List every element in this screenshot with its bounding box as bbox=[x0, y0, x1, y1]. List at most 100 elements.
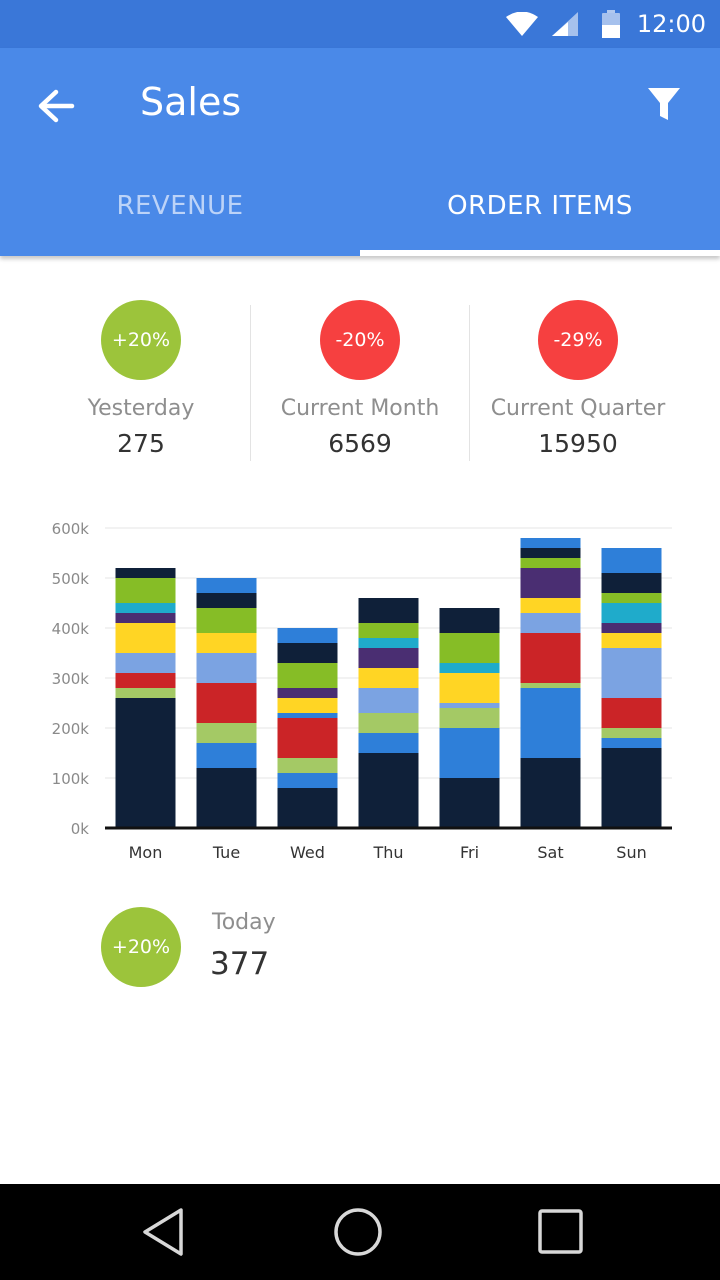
bar-segment bbox=[601, 738, 662, 748]
bar-segment bbox=[520, 598, 581, 613]
bar-segment bbox=[601, 748, 662, 828]
x-tick-label: Mon bbox=[129, 843, 163, 862]
stat-value: 6569 bbox=[328, 429, 392, 458]
bar-segment bbox=[358, 688, 419, 713]
filter-icon[interactable] bbox=[640, 82, 688, 126]
bar-segment bbox=[520, 683, 581, 688]
bar-segment bbox=[601, 648, 662, 698]
bar-segment bbox=[196, 593, 257, 608]
bar-segment bbox=[439, 703, 500, 708]
signal-icon bbox=[552, 12, 578, 36]
x-tick-label: Sat bbox=[537, 843, 563, 862]
bar-segment bbox=[439, 633, 500, 663]
y-tick-label: 400k bbox=[52, 620, 90, 638]
bar-segment bbox=[358, 638, 419, 648]
x-tick-label: Sun bbox=[616, 843, 646, 862]
bar-segment bbox=[115, 698, 176, 828]
back-triangle-icon[interactable] bbox=[135, 1206, 191, 1258]
divider bbox=[469, 305, 470, 461]
bar-segment bbox=[601, 548, 662, 573]
bar-segment bbox=[601, 623, 662, 633]
stat-value: 15950 bbox=[538, 429, 618, 458]
divider bbox=[250, 305, 251, 461]
bar-segment bbox=[520, 558, 581, 568]
bar-segment bbox=[196, 683, 257, 723]
bar-segment bbox=[277, 773, 338, 788]
y-tick-label: 200k bbox=[52, 720, 90, 738]
bar-segment bbox=[115, 623, 176, 653]
bar-segment bbox=[115, 613, 176, 623]
today-change-badge: +20% bbox=[101, 907, 181, 987]
change-badge: -29% bbox=[538, 300, 618, 380]
bar-segment bbox=[358, 648, 419, 668]
bar-segment bbox=[520, 613, 581, 633]
bar-segment bbox=[277, 663, 338, 688]
x-tick-label: Tue bbox=[212, 843, 240, 862]
bar-segment bbox=[115, 603, 176, 613]
tab-indicator bbox=[360, 250, 720, 256]
bar-segment bbox=[277, 758, 338, 773]
bar-segment bbox=[439, 778, 500, 828]
bar-segment bbox=[277, 713, 338, 718]
today-label: Today bbox=[212, 910, 276, 935]
bar-segment bbox=[520, 548, 581, 558]
wifi-icon bbox=[506, 12, 538, 36]
y-tick-label: 500k bbox=[52, 570, 90, 588]
stat-value: 275 bbox=[117, 429, 165, 458]
bar-segment bbox=[601, 603, 662, 623]
bar-segment bbox=[520, 688, 581, 758]
bar-segment bbox=[277, 698, 338, 713]
change-badge: -20% bbox=[320, 300, 400, 380]
battery-icon bbox=[602, 10, 620, 38]
bar-segment bbox=[439, 673, 500, 703]
bar-segment bbox=[358, 623, 419, 638]
bar-segment bbox=[358, 668, 419, 688]
bar-segment bbox=[115, 673, 176, 688]
back-arrow-icon[interactable] bbox=[30, 84, 82, 128]
bar-segment bbox=[439, 608, 500, 633]
stacked-bar-chart: 0k 100k 200k 300k 400k 500k 600k Mon Tue Wed Thu Fr… bbox=[52, 520, 672, 862]
recents-square-icon[interactable] bbox=[532, 1206, 588, 1258]
bar-segment bbox=[358, 733, 419, 753]
bar-segment bbox=[115, 653, 176, 673]
y-tick-label: 100k bbox=[52, 770, 90, 788]
today-value: 377 bbox=[210, 946, 270, 982]
bar-segment bbox=[520, 633, 581, 683]
page-title: Sales bbox=[140, 80, 242, 124]
bar-segment bbox=[358, 598, 419, 623]
bar-segment bbox=[601, 633, 662, 648]
change-badge: +20% bbox=[101, 300, 181, 380]
tab-revenue[interactable]: REVENUE bbox=[116, 191, 244, 221]
app-bar: Sales REVENUE ORDER ITEMS bbox=[0, 48, 720, 256]
bar-segment bbox=[277, 788, 338, 828]
home-circle-icon[interactable] bbox=[330, 1206, 386, 1258]
x-tick-label: Fri bbox=[460, 843, 479, 862]
bar-segment bbox=[277, 718, 338, 758]
bar-segment bbox=[439, 663, 500, 673]
bar-segment bbox=[196, 723, 257, 743]
bar-segment bbox=[196, 768, 257, 828]
bar-segment bbox=[196, 743, 257, 768]
status-bar: 12:00 bbox=[0, 0, 720, 48]
bar-segment bbox=[277, 688, 338, 698]
bar-segment bbox=[196, 608, 257, 633]
stat-current-quarter: -29% Current Quarter 15950 bbox=[478, 300, 678, 458]
bar-segment bbox=[196, 578, 257, 593]
bar-segment bbox=[520, 758, 581, 828]
tab-order-items[interactable]: ORDER ITEMS bbox=[447, 191, 633, 221]
bar-segment bbox=[277, 628, 338, 643]
status-time: 12:00 bbox=[636, 10, 706, 38]
bar-segment bbox=[601, 728, 662, 738]
y-tick-label: 600k bbox=[52, 520, 90, 538]
bar-segment bbox=[358, 713, 419, 733]
stat-label: Yesterday bbox=[87, 396, 195, 421]
bar-segment bbox=[601, 573, 662, 593]
bar-segment bbox=[277, 643, 338, 663]
bar-segment bbox=[115, 688, 176, 698]
bar-segment bbox=[196, 653, 257, 683]
bar-segment bbox=[439, 708, 500, 728]
bar-segment bbox=[115, 578, 176, 603]
bar-segment bbox=[196, 633, 257, 653]
bar-segment bbox=[601, 593, 662, 603]
bar-segment bbox=[358, 753, 419, 828]
